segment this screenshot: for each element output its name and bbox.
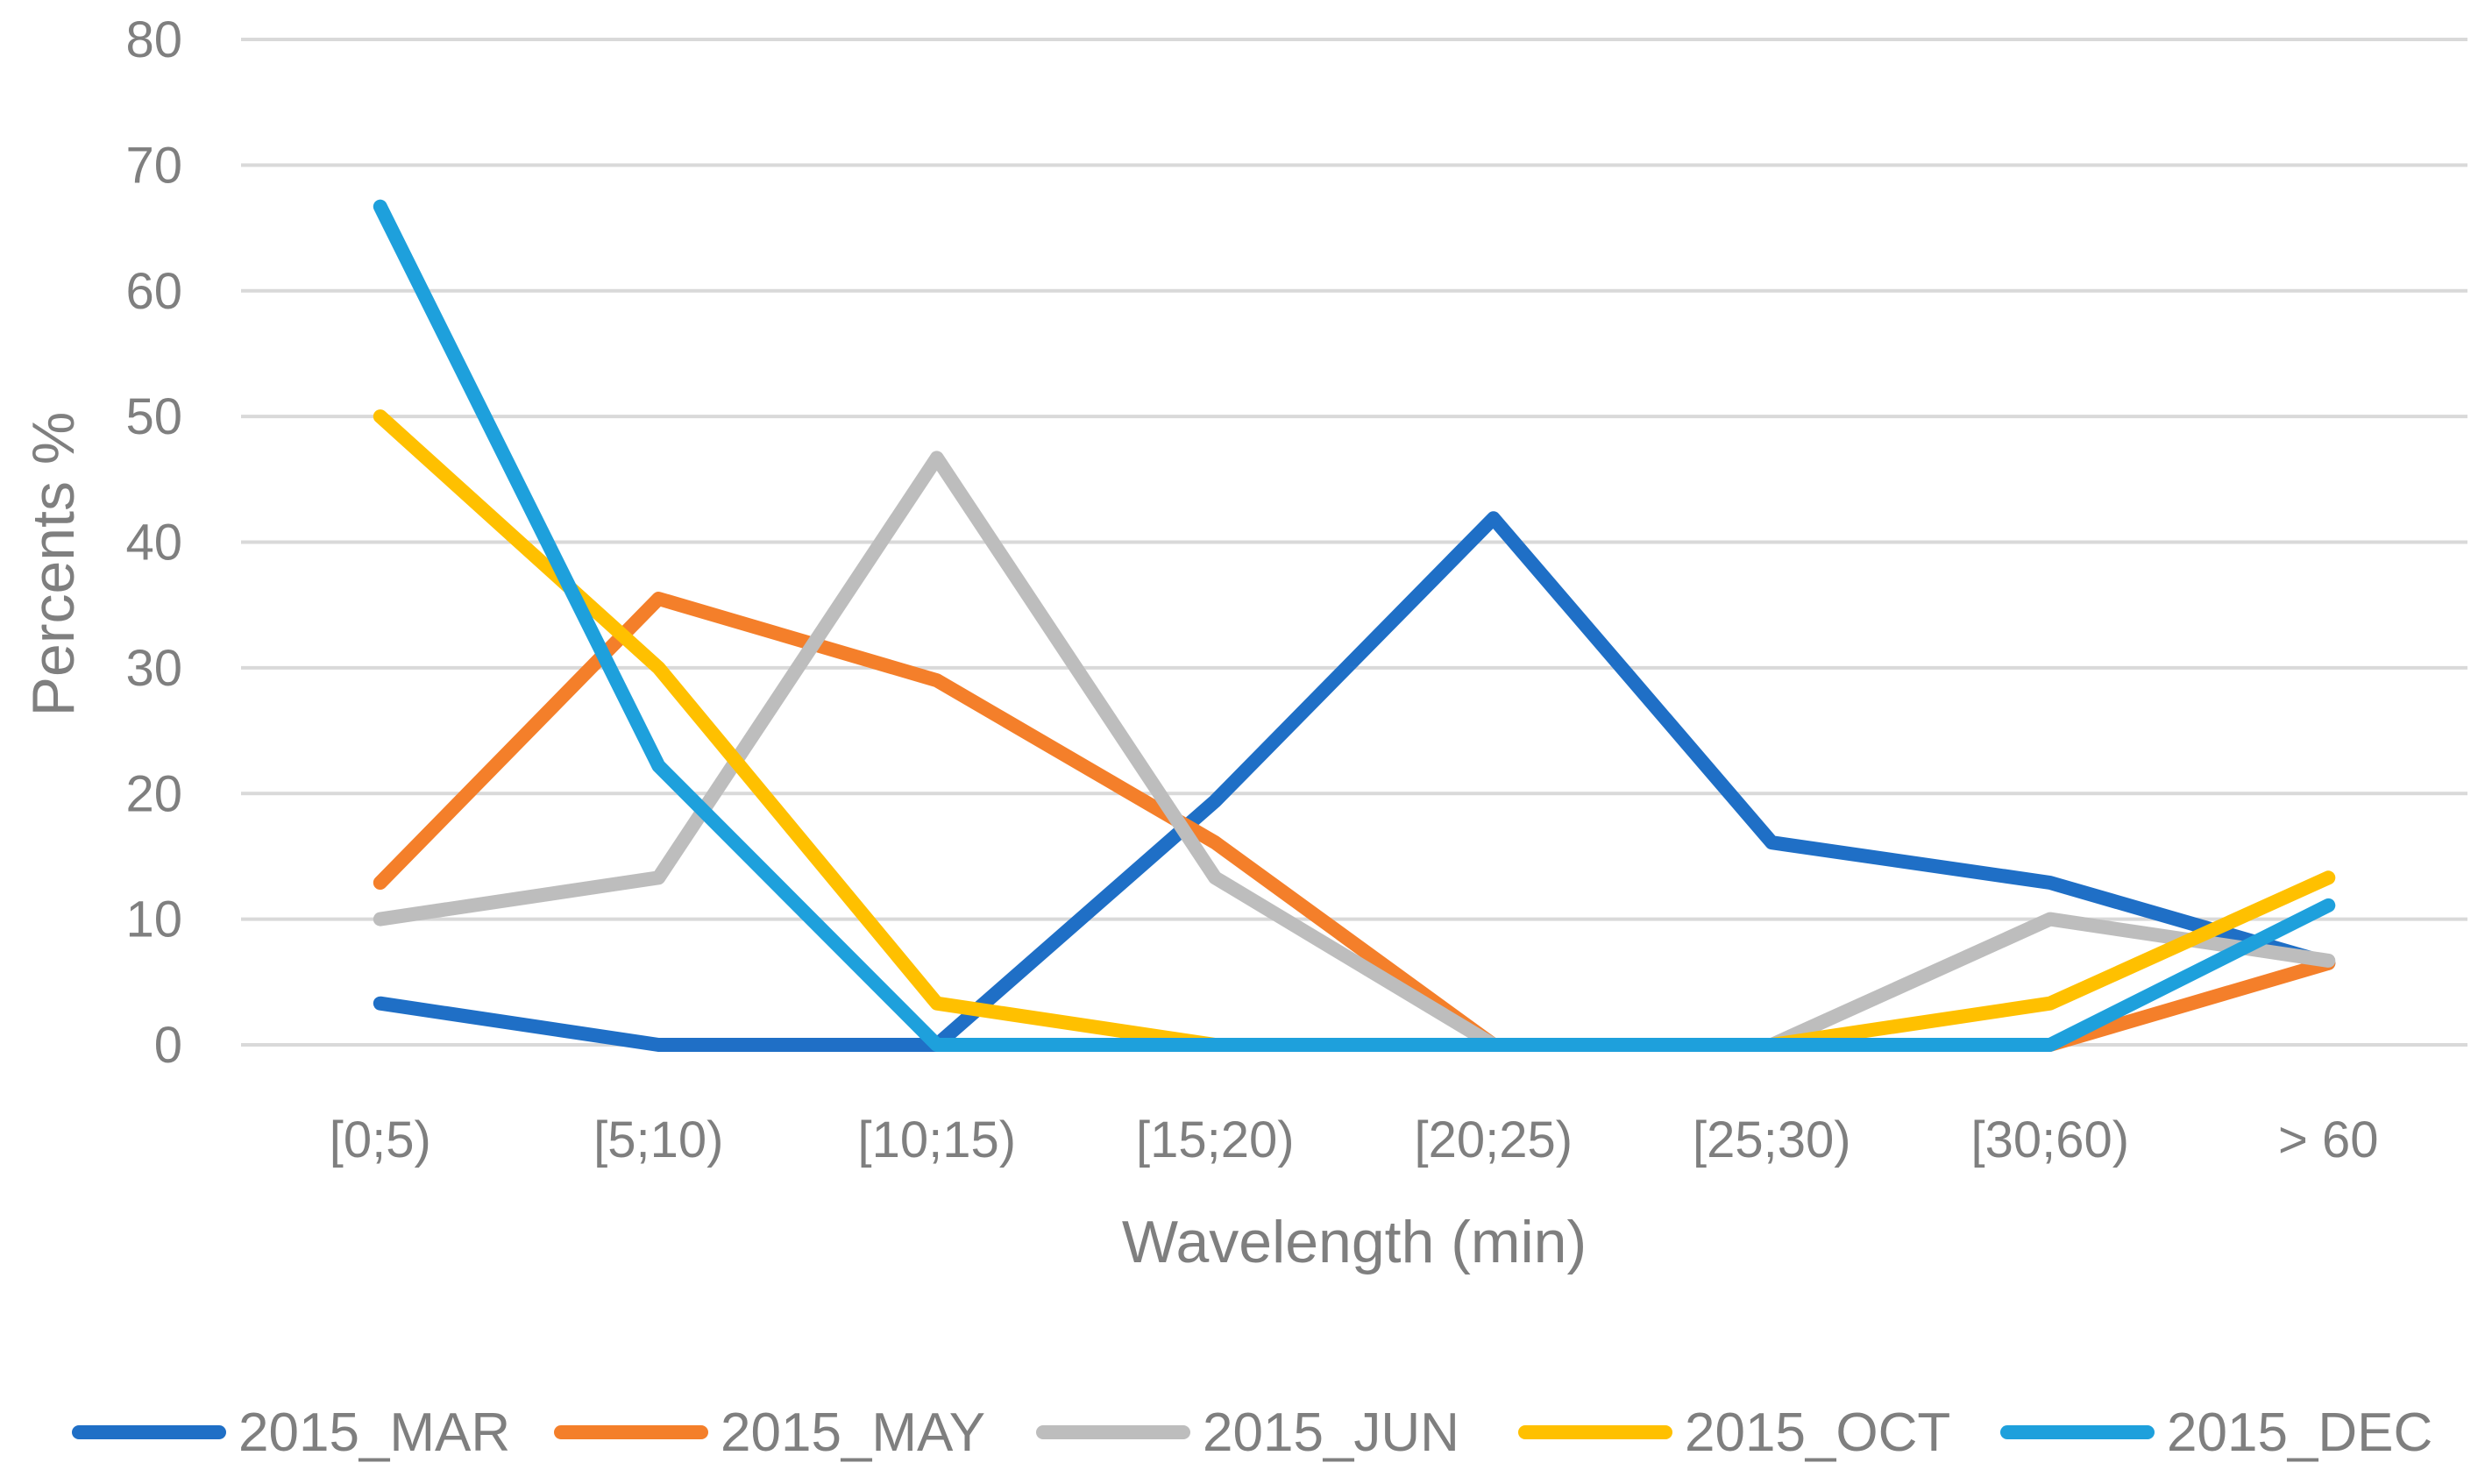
y-axis-title: Percents %	[20, 412, 87, 717]
legend-label: 2015_DEC	[2167, 1402, 2432, 1463]
legend-label: 2015_OCT	[1685, 1402, 1950, 1463]
x-tick-label: [30;60)	[1970, 1111, 2129, 1168]
y-tick-label: 10	[125, 891, 182, 948]
legend: 2015_MAR 2015_MAY 2015_JUN 2015_OCT 2015_DEC	[72, 1402, 2432, 1463]
y-tick-label: 60	[125, 263, 182, 320]
x-tick-label: [15;20)	[1136, 1111, 1295, 1168]
legend-label: 2015_JUN	[1203, 1402, 1459, 1463]
x-tick-label: [25;30)	[1693, 1111, 1851, 1168]
legend-item: 2015_DEC	[2000, 1402, 2432, 1463]
x-axis-title: Wavelength (min)	[1122, 1209, 1587, 1275]
series-line-2015-mar	[373, 511, 2336, 1052]
legend-item: 2015_MAR	[72, 1402, 510, 1463]
y-tick-label: 40	[125, 515, 182, 572]
x-tick-label: [20;25)	[1414, 1111, 1573, 1168]
y-tick-label: 80	[125, 11, 182, 68]
y-tick-label: 70	[125, 137, 182, 194]
series-line-2015-dec	[373, 199, 2336, 1052]
y-axis-ticks: 0 10 20 30 40 50 60 70 80	[125, 11, 182, 1074]
series-line-2015-jun	[373, 451, 2336, 1052]
y-tick-label: 20	[125, 765, 182, 822]
y-tick-label: 50	[125, 388, 182, 445]
x-tick-label: [10;15)	[857, 1111, 1016, 1168]
legend-item: 2015_JUN	[1036, 1402, 1459, 1463]
legend-label: 2015_MAR	[238, 1402, 510, 1463]
x-axis-ticks: [0;5) [5;10) [10;15) [15;20) [20;25) [25;30) […	[330, 1111, 2379, 1168]
legend-item: 2015_OCT	[1518, 1402, 1950, 1463]
x-tick-label: [5;10)	[593, 1111, 723, 1168]
y-tick-label: 30	[125, 640, 182, 697]
y-tick-label: 0	[154, 1017, 182, 1074]
x-tick-label: > 60	[2278, 1111, 2379, 1168]
legend-item: 2015_MAY	[554, 1402, 985, 1463]
x-tick-label: [0;5)	[330, 1111, 431, 1168]
legend-label: 2015_MAY	[721, 1402, 985, 1463]
series-lines	[373, 199, 2336, 1052]
